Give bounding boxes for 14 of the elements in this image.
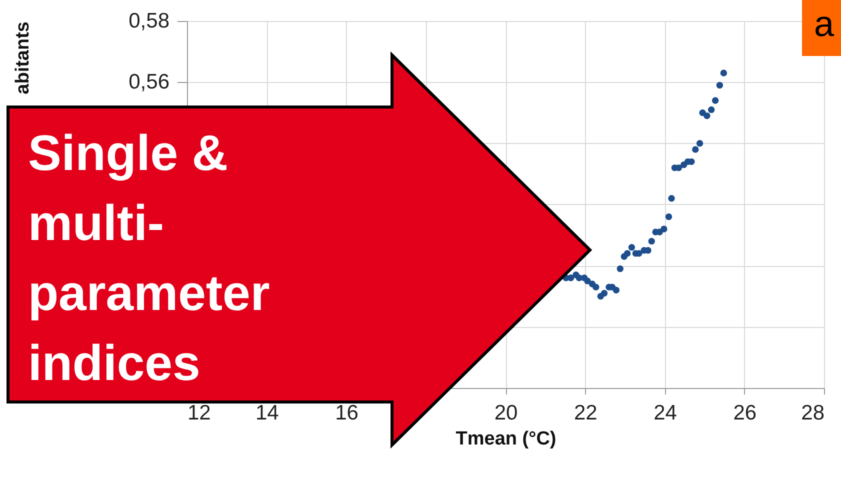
annotation: Single & multi-parameter indices — [28, 124, 271, 393]
x-tick-label: 28 — [801, 402, 824, 424]
x-tick-label: 16 — [335, 402, 358, 424]
x-tick-label: 26 — [733, 402, 757, 424]
annotation: a — [802, 0, 841, 56]
x-tick-label: 22 — [574, 402, 598, 424]
x-tick-label: 14 — [255, 402, 280, 424]
x-tick-label: 12 — [188, 402, 211, 424]
x-axis-title: Tmean (°C) — [456, 428, 556, 450]
y-tick-label: 0,56 — [128, 70, 170, 94]
x-tick-label: 24 — [654, 402, 678, 424]
y-tick-label: 0,58 — [128, 10, 170, 32]
x-tick-label: 20 — [494, 402, 518, 424]
y-axis-title: abitants — [12, 22, 34, 94]
